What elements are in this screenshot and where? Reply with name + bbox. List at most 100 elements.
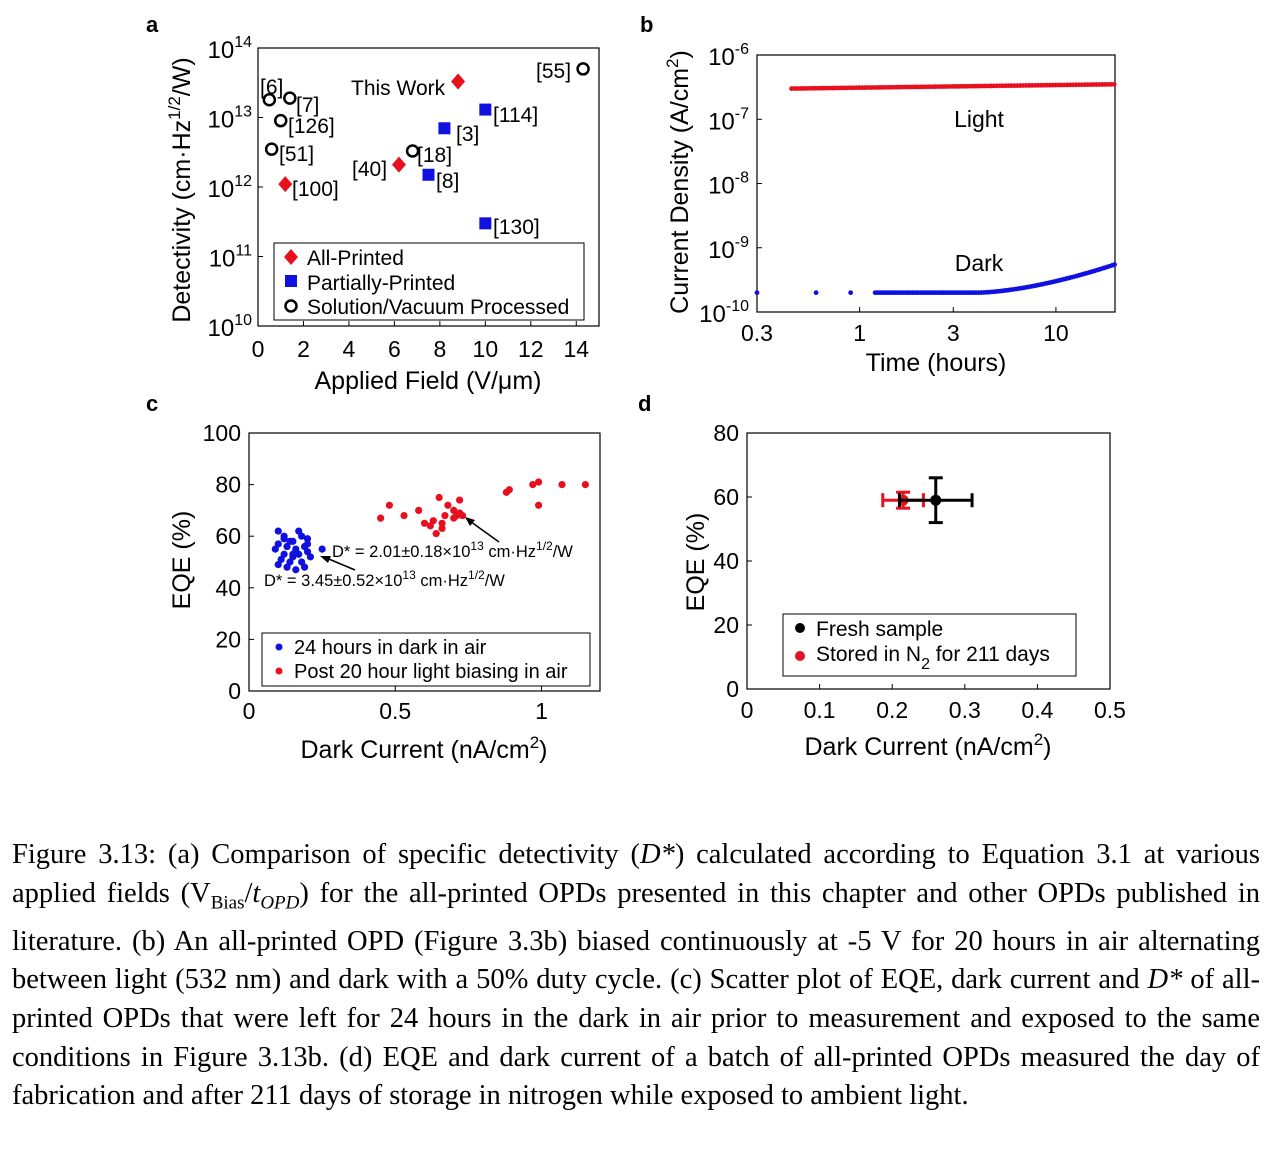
point-light-biased [458, 511, 467, 520]
point-dark [848, 290, 854, 296]
legend-box [273, 242, 585, 321]
point-solution-processed [576, 62, 590, 76]
point-light-biased [441, 511, 449, 520]
panel-a-label: a [146, 12, 159, 37]
legend-box [261, 632, 591, 687]
caption-dstar-2: D* [1147, 964, 1183, 996]
panel-b-frame [756, 54, 1116, 313]
point-partially-printed [438, 122, 451, 135]
panel-c-label: c [146, 391, 158, 416]
panel-a-point-labels: This Work [100] [40] [114] [3] [8] [130]… [260, 60, 571, 239]
panel-a-points [262, 62, 590, 230]
x-tick-label: 6 [388, 336, 401, 362]
label-ref-55: [55] [536, 60, 571, 83]
panel-b-points [754, 81, 1117, 296]
caption-t-opd: t [252, 877, 261, 909]
arrow-red-head [465, 517, 475, 526]
point-dark-air [295, 527, 303, 535]
point-dark [1112, 262, 1117, 267]
panel-a-legend: All-Printed Partially-Printed Solution/V… [273, 242, 585, 321]
legend-label-solution-vacuum: Solution/Vacuum Processed [307, 296, 569, 319]
panel-c-frame [248, 432, 601, 692]
point-light-biased [377, 514, 385, 522]
caption-sub-opd: OPD [260, 892, 300, 914]
panel-c-legend: 24 hours in dark in air Post 20 hour lig… [261, 632, 591, 687]
x-tick-label: 0.4 [1021, 697, 1053, 723]
point-light-biased [450, 506, 458, 514]
point-solution-processed [262, 93, 277, 107]
point-dark-air [286, 537, 294, 545]
label-ref-8: [8] [436, 170, 459, 193]
caption-text-a3: ) for the all-printed OPDs presented in … [12, 877, 1261, 996]
point-light-biased [534, 501, 543, 509]
point-partially-printed [479, 103, 492, 116]
label-ref-40: [40] [352, 158, 387, 181]
y-tick-label: 20 [215, 626, 241, 652]
label-ref-6: [6] [260, 76, 283, 99]
legend-box [782, 613, 1077, 677]
panel-d-xlabel: Dark Current (nA/cm2) [804, 730, 1051, 761]
panel-c-ticks: 0 0.5 1 0 20 40 60 80 100 [203, 420, 548, 724]
label-this-work: This Work [351, 77, 446, 100]
legend-label-light-bias: Post 20 hour light biasing in air [294, 661, 568, 683]
point-light-biased [529, 481, 537, 489]
point-all-printed [278, 176, 293, 193]
x-tick-label: 10 [1043, 320, 1069, 346]
x-tick-label: 3 [947, 320, 960, 346]
annotation-dark: Dark [955, 250, 1004, 276]
panel-b-xlabel: Time (hours) [866, 349, 1007, 377]
y-tick-label: 80 [713, 420, 739, 446]
arrow-blue-head [320, 556, 331, 563]
legend-marker-solution-vacuum [284, 299, 298, 313]
y-tick-label: 80 [215, 472, 241, 498]
x-tick-label: 0 [741, 697, 754, 723]
point-light-biased [581, 481, 589, 489]
x-tick-label: 4 [343, 336, 356, 362]
point-dark-air [303, 540, 312, 548]
point-light-biased [400, 511, 408, 520]
x-tick-label: 14 [563, 336, 589, 362]
point-dark-air [283, 563, 291, 571]
point-partially-printed [422, 168, 435, 181]
point-light-biased [444, 501, 452, 509]
point-light-biased [558, 481, 566, 489]
y-tick-label: 100 [203, 420, 241, 446]
y-tick-label: 40 [713, 548, 739, 574]
legend-label-dark: 24 hours in dark in air [294, 637, 487, 659]
panel-a-xlabel: Applied Field (V/μm) [315, 367, 542, 395]
panel-b-ylabel: Current Density (A/cm2) [663, 50, 694, 314]
y-tick-label: 1013 [208, 104, 253, 134]
point-light-biased [385, 501, 393, 509]
label-ref-130: [130] [493, 216, 540, 239]
label-ref-126: [126] [288, 115, 335, 138]
label-ref-7: [7] [296, 94, 319, 117]
y-tick-label: 60 [215, 523, 241, 549]
y-tick-label: 10-6 [708, 41, 749, 71]
point-solution-processed [405, 144, 420, 158]
point-dark-air [318, 545, 326, 553]
legend-marker-light-bias [275, 667, 283, 675]
y-tick-label: 10-8 [708, 170, 749, 200]
point-dark-air [300, 563, 309, 571]
point-light-biased [420, 519, 429, 527]
panel-d-label: d [638, 391, 651, 416]
panel-c: c 0 0.5 1 0 20 40 60 80 100 D* = 2.01±0.18×1013 … [146, 391, 601, 764]
panel-d: d 0 0.1 0.2 0.3 0.4 0.5 0 20 40 60 80 Fresh sample… [638, 391, 1126, 761]
x-tick-label: 2 [297, 336, 310, 362]
caption-text-a1: (a) Comparison of specific detectivity ( [156, 839, 640, 870]
point-dark-air [271, 545, 279, 553]
point-light-biased [534, 478, 543, 486]
legend-marker-fresh [795, 623, 805, 633]
legend-marker-stored [795, 651, 805, 661]
point-all-printed [391, 156, 406, 173]
point-light-biased [456, 496, 464, 504]
x-tick-label: 8 [433, 336, 446, 362]
point-dark-air [292, 566, 300, 574]
point-dark-air [303, 535, 312, 543]
point-light-biased [432, 530, 440, 538]
panel-c-points [271, 478, 589, 574]
x-tick-label: 0 [252, 336, 265, 362]
legend-marker-partially-printed [285, 275, 297, 287]
